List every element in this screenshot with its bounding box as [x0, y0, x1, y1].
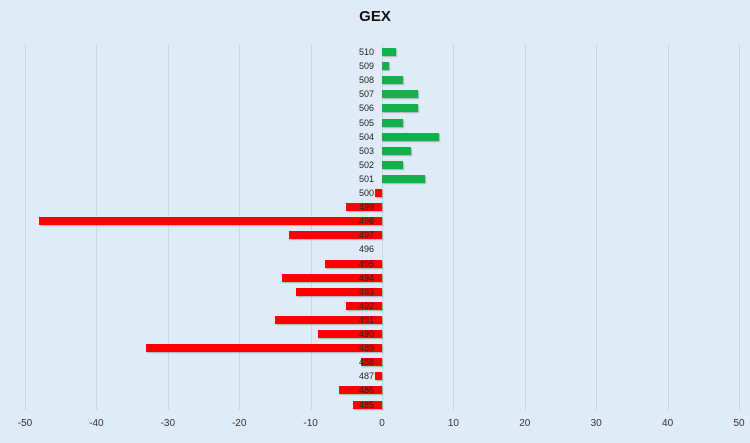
category-label: 496	[358, 244, 374, 255]
gridline	[96, 44, 98, 410]
chart-title: GEX	[359, 8, 391, 25]
bar	[289, 231, 382, 240]
x-tick-label: -30	[160, 418, 176, 429]
bar	[296, 287, 382, 296]
category-label: 498	[358, 216, 374, 227]
bar	[324, 259, 382, 268]
bar	[374, 372, 382, 381]
x-tick-label: 40	[662, 418, 674, 429]
bar	[374, 189, 382, 197]
gridline	[25, 44, 26, 410]
category-label: 503	[358, 145, 374, 156]
x-tick-label: 20	[519, 418, 531, 429]
bar	[382, 118, 404, 127]
category-label: 489	[358, 343, 374, 354]
bar	[382, 90, 418, 99]
category-label: 485	[358, 399, 374, 410]
category-label: 491	[358, 314, 374, 325]
x-tick-label: -20	[231, 418, 247, 429]
bar	[382, 48, 397, 56]
category-label: 492	[358, 300, 374, 311]
x-tick-label: -40	[89, 418, 104, 429]
category-label: 500	[358, 188, 374, 198]
bar	[360, 358, 382, 367]
category-label: 488	[358, 357, 374, 368]
category-label: 508	[358, 75, 374, 86]
bar	[346, 301, 382, 310]
category-label: 495	[358, 258, 374, 269]
gridline	[739, 44, 740, 410]
gridline	[596, 44, 598, 410]
x-tick-label: 0	[379, 418, 385, 429]
x-tick-label: 10	[447, 418, 459, 429]
bar	[382, 104, 418, 113]
category-label: 502	[358, 159, 374, 170]
bar	[274, 315, 382, 324]
bar	[382, 160, 404, 169]
bar	[353, 400, 382, 409]
category-label: 507	[358, 89, 374, 100]
category-label: 493	[358, 286, 374, 297]
category-label: 501	[358, 173, 374, 184]
gridline	[382, 44, 383, 410]
bar	[146, 344, 382, 353]
gridline	[239, 44, 241, 410]
bar	[382, 132, 440, 141]
category-label: 486	[358, 385, 374, 396]
x-tick-label: -50	[17, 418, 33, 429]
bar	[382, 62, 390, 71]
gridline	[524, 44, 526, 410]
category-label: 499	[358, 202, 374, 213]
category-label: 509	[358, 61, 374, 72]
bar	[339, 386, 382, 395]
category-label: 490	[358, 329, 374, 339]
category-label: 487	[358, 371, 374, 382]
category-label: 497	[358, 230, 374, 241]
category-label: 504	[358, 131, 374, 142]
category-label: 506	[358, 103, 374, 114]
gridline	[167, 44, 169, 410]
gridline	[667, 44, 669, 410]
x-tick-label: 50	[733, 418, 745, 429]
bar	[317, 330, 382, 338]
category-label: 510	[358, 47, 374, 57]
x-tick-label: -10	[303, 418, 318, 429]
bar	[382, 146, 411, 155]
bar	[382, 76, 404, 85]
x-tick-label: 30	[590, 418, 602, 429]
category-label: 505	[358, 117, 374, 128]
gridline	[310, 44, 312, 410]
bar	[39, 217, 382, 226]
bar	[382, 174, 425, 183]
bar	[346, 203, 382, 212]
gridline	[453, 44, 455, 410]
bar	[282, 273, 382, 282]
category-label: 494	[358, 272, 374, 283]
